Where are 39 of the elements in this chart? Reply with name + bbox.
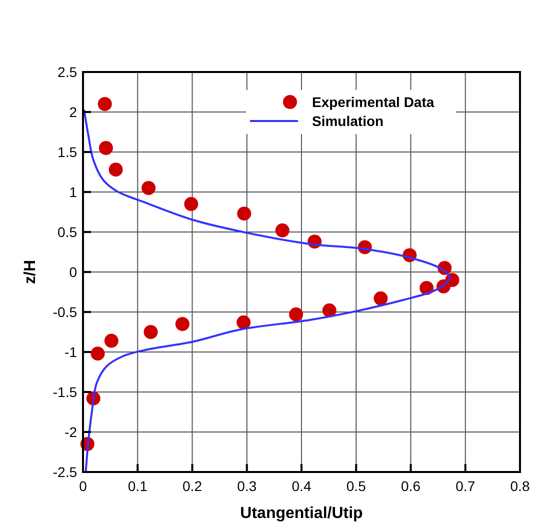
point	[104, 334, 118, 348]
point	[175, 317, 190, 331]
y-tick-label: 2.5	[58, 64, 78, 80]
y-tick-label: 2	[69, 104, 78, 120]
point	[98, 141, 113, 155]
point	[184, 197, 198, 211]
legend-label: Experimental Data	[312, 94, 434, 110]
y-tick-label: -2.5	[52, 464, 78, 480]
x-tick-label: 0.2	[182, 478, 202, 494]
legend-label: Simulation	[312, 113, 384, 129]
point	[142, 181, 156, 195]
x-tick-label: 0.5	[346, 478, 366, 494]
y-tick-label: -1	[64, 344, 78, 360]
point	[237, 206, 252, 221]
point	[108, 162, 123, 177]
y-tick-label: -2	[64, 424, 78, 440]
x-tick-label: 0.1	[128, 478, 148, 494]
x-tick-label: 0.4	[292, 478, 312, 494]
x-tick-label: 0.3	[237, 478, 257, 494]
point	[374, 291, 388, 306]
y-tick-label: 1.5	[58, 144, 78, 160]
y-tick-label: -0.5	[52, 304, 78, 320]
x-axis-title: Utangential/Utip	[240, 505, 364, 522]
y-axis-title: z/H	[22, 260, 39, 284]
point	[144, 325, 158, 339]
point	[289, 307, 304, 322]
y-tick-label: 0.5	[58, 224, 78, 240]
point	[236, 315, 251, 330]
point	[322, 303, 336, 318]
x-tick-label: 0.6	[401, 478, 421, 494]
point	[275, 223, 290, 238]
y-tick-label: 1	[69, 184, 78, 200]
point	[98, 97, 112, 111]
y-tick-label: 0	[69, 264, 78, 280]
x-tick-label: 0.8	[510, 478, 530, 494]
x-tick-label: 0	[79, 478, 88, 494]
y-tick-label: -1.5	[52, 384, 78, 400]
x-tick-label: 0.7	[456, 478, 476, 494]
point	[90, 346, 105, 361]
